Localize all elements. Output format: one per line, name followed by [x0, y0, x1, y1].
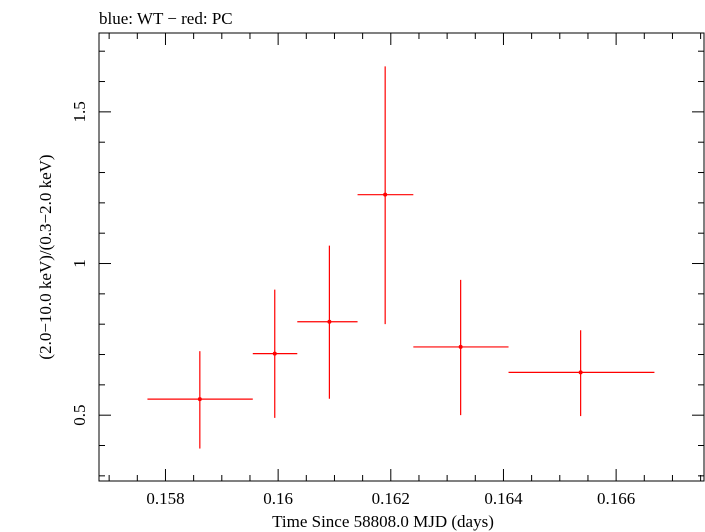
data-point: [508, 330, 655, 417]
x-axis-ticks: 0.158 0.16 0.162 0.164 0.166: [108, 33, 702, 508]
y-axis-ticks: 0.5 1 1.5: [70, 50, 704, 477]
data-point: [252, 289, 298, 418]
point-marker: [327, 319, 332, 324]
data-point: [413, 279, 509, 416]
point-marker: [272, 351, 277, 356]
point-marker: [458, 344, 463, 349]
y-axis-label: (2.0−10.0 keV)/(0.3−2.0 keV): [36, 154, 55, 359]
point-marker: [578, 370, 583, 375]
plot-frame: [98, 32, 705, 482]
y-tick-label: 0.5: [70, 405, 89, 426]
x-tick-label: 0.162: [372, 489, 410, 508]
point-marker: [383, 192, 388, 197]
data-point: [357, 66, 414, 325]
x-tick-label: 0.164: [484, 489, 523, 508]
x-tick-label: 0.158: [146, 489, 184, 508]
y-tick-label: 1.5: [70, 101, 89, 122]
data-series: [147, 66, 655, 449]
data-point: [147, 351, 253, 449]
point-marker: [197, 397, 202, 402]
data-point: [297, 245, 358, 399]
x-tick-label: 0.16: [263, 489, 293, 508]
x-tick-label: 0.166: [597, 489, 635, 508]
x-axis-label: Time Since 58808.0 MJD (days): [272, 512, 494, 531]
y-tick-label: 1: [70, 259, 89, 268]
chart-title: blue: WT − red: PC: [99, 9, 233, 28]
